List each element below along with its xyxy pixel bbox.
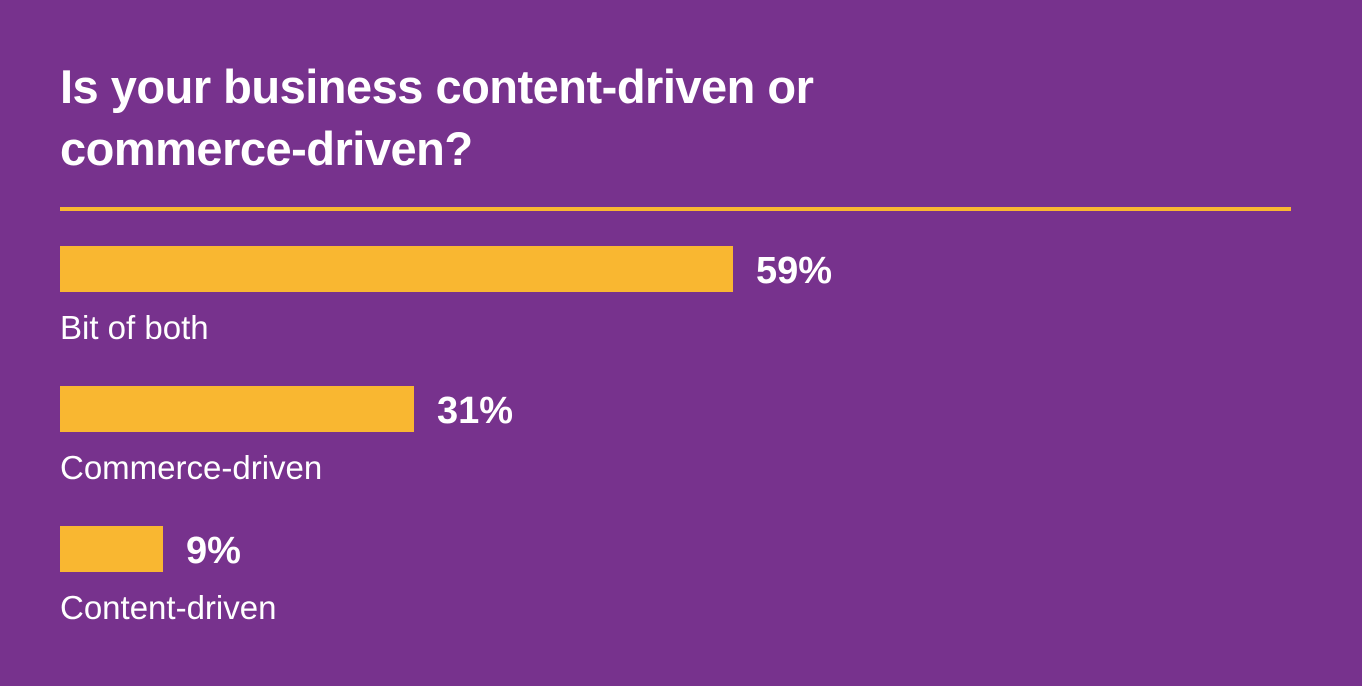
value-label: 59% [756, 250, 833, 292]
value-label: 31% [437, 390, 514, 432]
title-divider [60, 207, 1291, 211]
bar-row: 31% Commerce-driven [60, 386, 1260, 486]
category-label: Commerce-driven [60, 449, 323, 486]
chart-title: Is your business content-driven or comme… [60, 60, 814, 175]
value-label: 9% [186, 530, 241, 572]
bar-row: 9% Content-driven [60, 526, 1260, 626]
bar [60, 526, 163, 572]
bar [60, 246, 733, 292]
bar [60, 386, 414, 432]
category-label: Bit of both [60, 309, 209, 346]
bar-row: 59% Bit of both [60, 246, 1260, 346]
category-label: Content-driven [60, 589, 277, 626]
